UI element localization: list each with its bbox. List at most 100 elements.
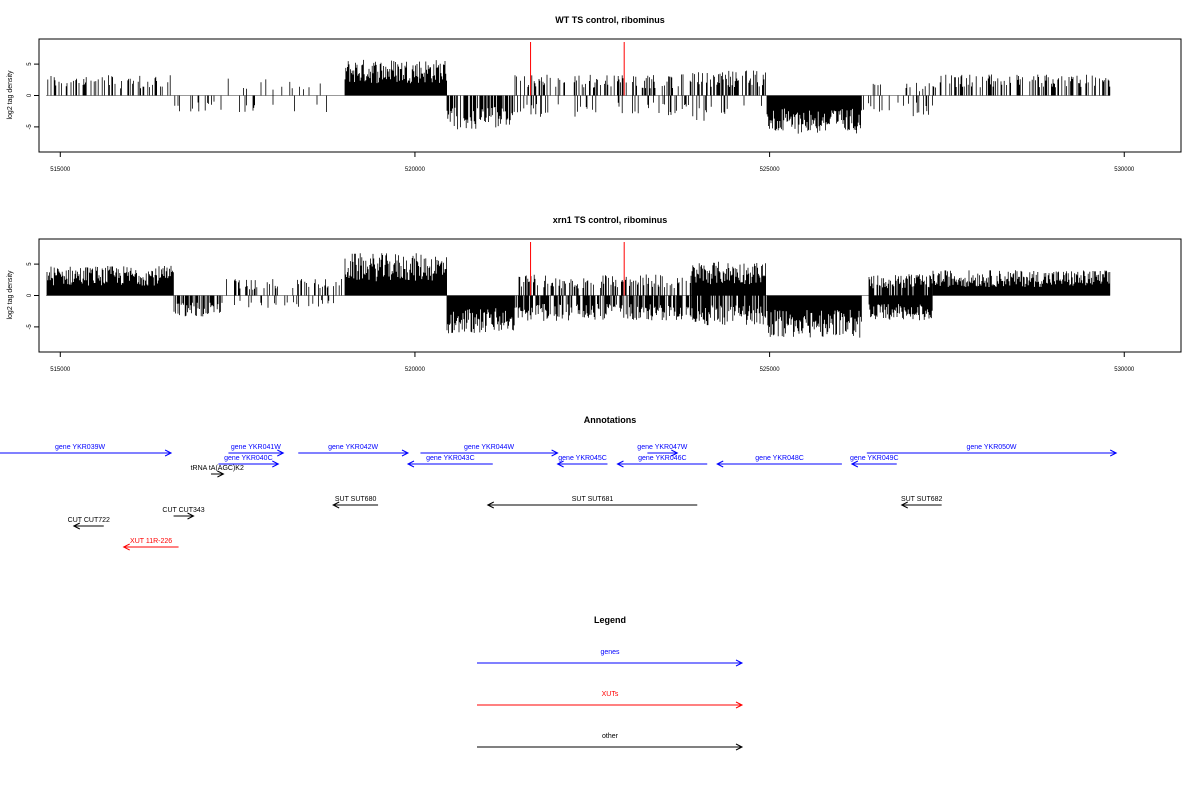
legend-arrow-head <box>735 701 744 709</box>
legend-label: XUTs <box>602 691 619 698</box>
annotation-feature: gene YKR047W <box>637 444 688 457</box>
y-tick-label: 5 <box>27 62 33 66</box>
density-bar-group <box>692 95 762 121</box>
annotation-feature: gene YKR044W <box>420 444 559 457</box>
density-bars <box>46 242 1111 338</box>
legend-arrow-head <box>735 743 744 751</box>
feature-label: SUT SUT680 <box>335 496 377 503</box>
x-tick-label: 525000 <box>760 367 781 373</box>
annotation-feature: gene YKR039W <box>0 444 173 457</box>
annotation-features: gene YKR039W gene YKR041W gene YKR042W gene… <box>0 444 1118 551</box>
density-bar-group <box>868 295 933 321</box>
feature-arrow-head <box>900 501 908 509</box>
density-bar-group <box>692 70 766 96</box>
density-bar-group <box>446 295 515 334</box>
feature-arrow-head <box>716 460 724 468</box>
annotation-feature: gene YKR045C <box>556 455 608 468</box>
feature-arrow-head <box>72 522 81 530</box>
feature-arrow-head <box>671 449 679 457</box>
x-tick-label: 520000 <box>405 167 426 173</box>
density-bar-group <box>691 295 766 326</box>
density-bar-group <box>872 82 930 96</box>
feature-label: gene YKR049C <box>850 455 899 462</box>
y-axis-label: log2 tag density <box>7 70 14 120</box>
density-bar-group <box>691 261 766 296</box>
annotation-feature: gene YKR040C <box>218 455 280 468</box>
annotation-feature: SUT SUT682 <box>900 496 943 509</box>
feature-label: gene YKR050W <box>966 444 1016 451</box>
density-bar-group <box>766 295 862 338</box>
annotations-title: Annotations <box>584 415 637 425</box>
feature-label: gene YKR047W <box>637 444 687 451</box>
feature-label: gene YKR048C <box>755 455 804 462</box>
density-bar-group <box>174 95 215 112</box>
x-tick-label: 525000 <box>760 167 781 173</box>
y-tick-label: 5 <box>27 262 33 266</box>
feature-arrow-head <box>616 460 624 468</box>
density-bar-group <box>932 270 1111 296</box>
feature-label: SUT SUT682 <box>901 496 943 503</box>
feature-label: tRNA tA(AGC)K2 <box>191 465 244 472</box>
legend-items: genes XUTs other <box>477 649 744 751</box>
feature-arrow-head <box>406 460 415 468</box>
legend-label: other <box>602 733 619 740</box>
feature-label: SUT SUT681 <box>572 496 614 503</box>
annotation-feature: XUT 11R-226 <box>122 538 179 551</box>
density-bar-group <box>46 265 174 296</box>
y-tick-label: 0 <box>27 93 33 97</box>
feature-arrow-head <box>486 501 495 509</box>
feature-arrow-head <box>187 512 195 520</box>
feature-label: XUT 11R-226 <box>130 538 172 545</box>
axes: 515000 520000 525000 530000 -5 0 5 <box>27 262 1135 373</box>
density-bar-group <box>173 295 223 317</box>
density-bar-group <box>863 95 933 117</box>
density-bars <box>46 42 1111 134</box>
annotation-feature: gene YKR042W <box>298 444 410 457</box>
feature-arrow-head <box>850 460 859 468</box>
feature-arrow-head <box>122 543 130 551</box>
density-bar-group <box>220 95 327 112</box>
density-bar-group <box>227 78 321 96</box>
density-bar-group <box>514 295 692 321</box>
legend: Legend genes XUTs other <box>477 615 744 751</box>
density-bar-group <box>766 95 862 134</box>
annotation-feature: gene YKR041W <box>228 444 285 457</box>
feature-arrow-head <box>401 449 410 457</box>
feature-label: gene YKR042W <box>328 444 378 451</box>
y-tick-label: -5 <box>27 324 33 330</box>
legend-label: genes <box>600 649 620 656</box>
y-tick-label: 0 <box>27 293 33 297</box>
density-bar-group <box>932 74 1111 96</box>
x-tick-label: 515000 <box>50 367 71 373</box>
annotation-feature: SUT SUT680 <box>332 496 379 509</box>
track-panel-xrn1: xrn1 TS control, ribominus 515000 520000 5… <box>7 215 1182 373</box>
feature-label: gene YKR039W <box>55 444 105 451</box>
annotations-panel: Annotations gene YKR039W gene YKR041W gene… <box>0 415 1118 551</box>
panel-title: WT TS control, ribominus <box>555 15 665 25</box>
legend-arrow-head <box>735 659 744 667</box>
density-bar-group <box>344 59 447 96</box>
density-bar-group <box>514 74 692 96</box>
feature-label: gene YKR044W <box>464 444 514 451</box>
feature-label: CUT CUT722 <box>68 517 110 524</box>
density-bar-group <box>518 274 692 296</box>
x-tick-label: 515000 <box>50 167 71 173</box>
density-bar-group <box>446 95 515 130</box>
y-tick-label: -5 <box>27 124 33 130</box>
feature-arrow-head <box>332 501 340 509</box>
feature-arrow-head <box>217 470 225 478</box>
annotation-feature: CUT CUT343 <box>162 507 205 520</box>
x-tick-label: 530000 <box>1114 167 1135 173</box>
legend-title: Legend <box>594 615 626 625</box>
annotation-feature: gene YKR043C <box>406 455 493 468</box>
feature-label: gene YKR041W <box>231 444 281 451</box>
legend-item: XUTs <box>477 691 744 709</box>
panel-title: xrn1 TS control, ribominus <box>553 215 668 225</box>
feature-arrow-head <box>277 449 285 457</box>
y-axis-label: log2 tag density <box>7 270 14 320</box>
annotation-feature: gene YKR048C <box>716 455 842 468</box>
feature-arrow-head <box>272 460 280 468</box>
feature-label: CUT CUT343 <box>162 507 204 514</box>
annotation-feature: gene YKR046C <box>616 455 708 468</box>
